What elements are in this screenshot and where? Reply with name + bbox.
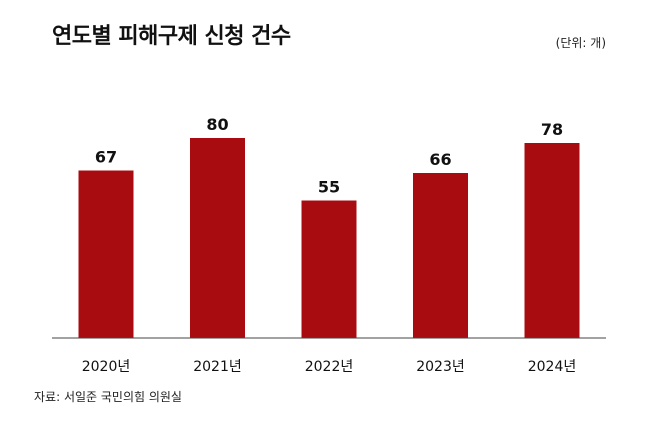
x-tick-labels: 2020년 2021년 2022년 2023년 2024년 bbox=[82, 359, 577, 375]
tick-label-4: 2024년 bbox=[528, 359, 577, 375]
value-label-1: 80 bbox=[206, 115, 228, 134]
value-labels: 67 80 55 66 78 bbox=[95, 115, 563, 197]
bar-2 bbox=[301, 200, 357, 338]
bar-1 bbox=[190, 138, 245, 338]
chart-title: 연도별 피해구제 신청 건수 bbox=[52, 24, 291, 49]
bars-group bbox=[78, 138, 580, 338]
bar-0 bbox=[78, 170, 134, 338]
value-label-2: 55 bbox=[318, 178, 340, 197]
source-note: 자료: 서일준 국민의힘 의원실 bbox=[34, 390, 182, 404]
tick-label-2: 2022년 bbox=[305, 359, 354, 375]
value-label-3: 66 bbox=[429, 150, 451, 169]
value-label-0: 67 bbox=[95, 148, 117, 167]
tick-label-0: 2020년 bbox=[82, 359, 131, 375]
tick-label-1: 2021년 bbox=[193, 359, 242, 375]
tick-label-3: 2023년 bbox=[416, 359, 465, 375]
bar-3 bbox=[413, 173, 468, 338]
unit-label: (단위: 개) bbox=[555, 36, 606, 50]
value-label-4: 78 bbox=[541, 120, 563, 139]
bar-4 bbox=[524, 143, 580, 338]
